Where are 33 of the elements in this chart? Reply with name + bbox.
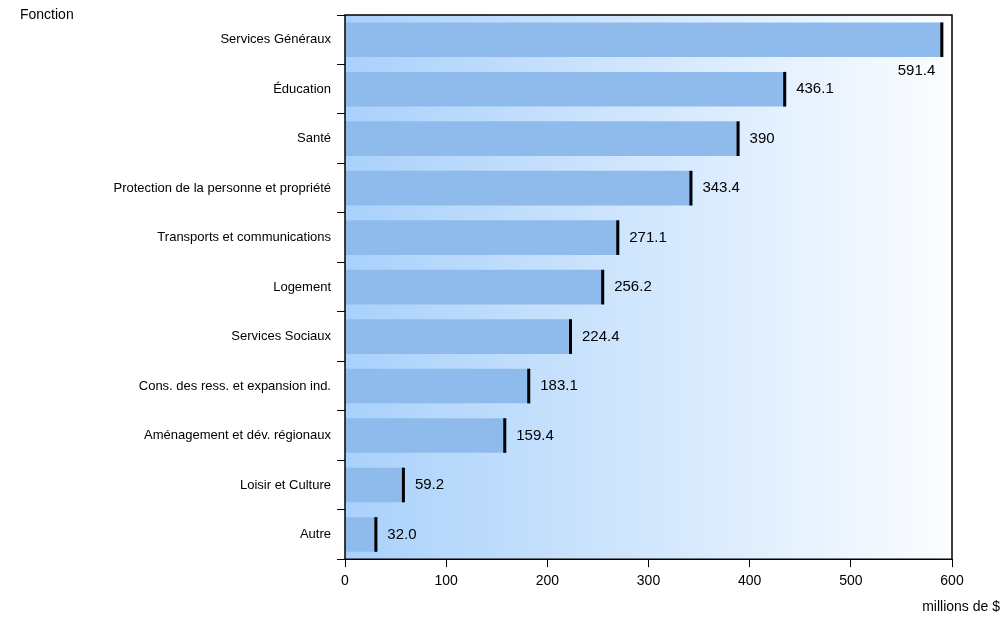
data-label: 183.1 (540, 376, 578, 394)
x-axis-title: millions de $ (922, 597, 1001, 614)
data-label: 271.1 (629, 227, 667, 245)
bar (345, 121, 740, 156)
y-tick-label: Logement (273, 278, 332, 294)
data-label: 390 (749, 128, 775, 146)
y-axis-title: Fonction (20, 5, 74, 22)
y-tick-label: Cons. des ress. et expansion ind. (138, 377, 331, 393)
bar (345, 467, 405, 503)
y-tick-label: Transports et communications (157, 229, 332, 245)
y-tick-label: Aménagement et dév. régionaux (144, 427, 332, 443)
y-tick-label: Services Généraux (220, 31, 332, 47)
data-label: 343.4 (702, 178, 740, 196)
x-tick-label: 200 (535, 572, 560, 589)
data-label: 159.4 (516, 425, 554, 443)
data-label: 224.4 (582, 326, 620, 344)
y-tick-label: Autre (299, 526, 331, 542)
y-tick-label: Santé (297, 130, 331, 146)
data-label: 32.0 (387, 524, 417, 542)
x-tick-label: 500 (839, 572, 863, 589)
x-tick-label: 0 (341, 572, 350, 589)
data-label: 436.1 (796, 79, 834, 97)
data-label: 591.4 (897, 61, 936, 79)
x-tick-label: 600 (940, 572, 964, 589)
y-tick-label: Éducation (273, 80, 331, 96)
x-tick-label: 300 (636, 572, 661, 589)
data-label: 59.2 (414, 475, 445, 493)
y-tick-label: Services Sociaux (231, 328, 332, 344)
data-label: 256.2 (614, 277, 652, 295)
y-tick-label: Loisir et Culture (239, 476, 331, 492)
x-tick-label: 100 (434, 572, 459, 589)
y-tick-label: Protection de la personne et propriété (113, 179, 331, 195)
x-tick-label: 400 (737, 572, 762, 589)
